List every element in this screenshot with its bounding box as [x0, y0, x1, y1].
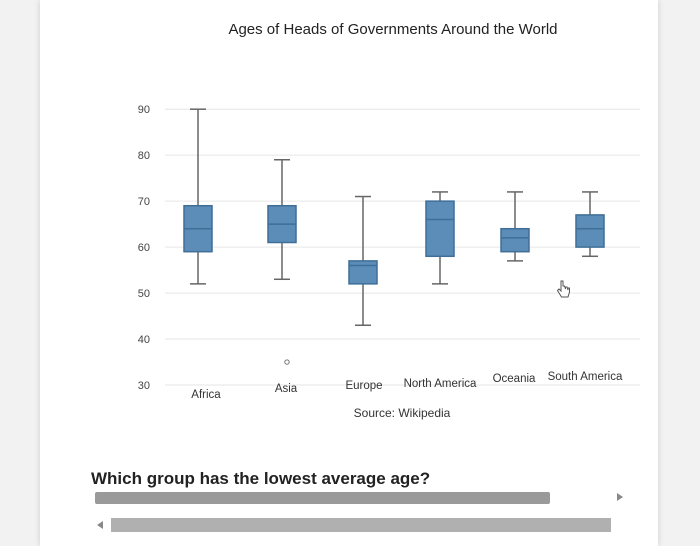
x-tick-label: South America: [548, 371, 623, 383]
boxes: [183, 108, 605, 365]
box-north-america: [425, 191, 455, 285]
y-tick-label: 60: [138, 242, 150, 254]
x-tick-label: Asia: [275, 383, 298, 395]
gridlines: [165, 108, 640, 386]
iqr-box: [348, 260, 378, 285]
y-tick-label: 70: [138, 196, 150, 208]
x-tick-label: North America: [404, 378, 477, 390]
box-south-america: [575, 191, 605, 258]
y-tick-label: 40: [138, 334, 150, 346]
y-tick-label: 90: [138, 104, 150, 116]
box-asia: [267, 159, 297, 365]
scrollbar-thumb[interactable]: [95, 492, 550, 504]
horizontal-scrollbar-lower[interactable]: [95, 516, 615, 534]
iqr-box: [425, 200, 455, 258]
y-tick-label: 50: [138, 288, 150, 300]
y-tick-label: 80: [138, 150, 150, 162]
hand-pointer-icon: [556, 280, 572, 305]
iqr-box: [500, 227, 530, 253]
x-tick-label: Oceania: [493, 373, 536, 385]
y-tick-labels: 30 40 50 60 70 80 90: [138, 104, 150, 392]
box-africa: [183, 108, 213, 285]
question-text: Which group has the lowest average age?: [91, 469, 431, 488]
horizontal-scrollbar[interactable]: [95, 488, 635, 508]
y-tick-label: 30: [138, 380, 150, 392]
x-tick-label: Europe: [345, 380, 382, 392]
boxplot-chart: Ages of Heads of Governments Around the …: [138, 21, 640, 420]
iqr-box: [575, 214, 605, 248]
arrow-right-icon[interactable]: [617, 493, 623, 501]
scrollbar-thumb-lower[interactable]: [111, 518, 611, 532]
x-tick-labels: Africa Asia Europe North America Oceania Sout…: [191, 371, 623, 401]
arrow-left-icon[interactable]: [97, 521, 103, 529]
outlier-point: [284, 359, 290, 365]
x-tick-label: Africa: [191, 389, 221, 401]
chart-title: Ages of Heads of Governments Around the …: [228, 21, 557, 38]
chart-source: Source: Wikipedia: [354, 406, 451, 420]
box-oceania: [500, 191, 530, 262]
box-europe: [348, 195, 378, 326]
